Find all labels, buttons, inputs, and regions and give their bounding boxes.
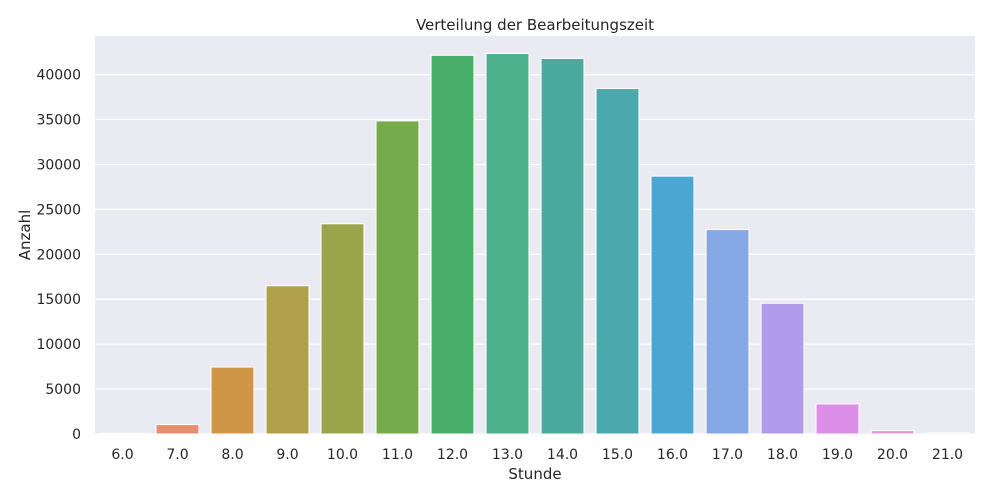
y-tick-label: 30000 (36, 157, 81, 173)
x-tick-label: 21.0 (932, 447, 963, 463)
x-axis-ticks: 6.0 7.0 8.0 9.0 10.0 11.0 12.0 13.0 14.0 15.0 16.0… (111, 447, 963, 463)
bar-8-0 (210, 366, 255, 435)
x-tick-label: 12.0 (437, 447, 468, 463)
y-tick-label: 25000 (36, 202, 81, 218)
x-tick-label: 16.0 (657, 447, 688, 463)
x-tick-label: 19.0 (822, 447, 853, 463)
y-tick-label: 35000 (36, 113, 81, 129)
x-tick-label: 13.0 (492, 447, 523, 463)
bar-19-0 (815, 403, 860, 435)
x-tick-label: 15.0 (602, 447, 633, 463)
x-axis-label: Stunde (508, 465, 561, 483)
bar-21-0 (925, 432, 970, 435)
y-tick-label: 10000 (36, 337, 81, 353)
bar-16-0 (650, 175, 695, 435)
x-tick-label: 8.0 (221, 447, 243, 463)
bar-13-0 (485, 53, 530, 435)
bar-6-0 (100, 432, 145, 435)
x-tick-label: 7.0 (166, 447, 188, 463)
bar-7-0 (155, 424, 200, 435)
chart-title: Verteilung der Bearbeitungszeit (416, 16, 654, 34)
y-tick-label: 5000 (45, 382, 81, 398)
x-tick-label: 18.0 (767, 447, 798, 463)
bar-11-0 (375, 120, 420, 435)
y-axis-label: Anzahl (16, 210, 34, 261)
bar-17-0 (705, 229, 750, 435)
x-tick-label: 11.0 (382, 447, 413, 463)
x-tick-label: 17.0 (712, 447, 743, 463)
y-tick-label: 15000 (36, 292, 81, 308)
bars (100, 53, 970, 435)
x-tick-label: 10.0 (327, 447, 358, 463)
x-tick-label: 9.0 (276, 447, 298, 463)
bar-10-0 (320, 223, 365, 435)
x-tick-label: 14.0 (547, 447, 578, 463)
bar-14-0 (540, 57, 585, 435)
x-tick-label: 20.0 (877, 447, 908, 463)
bar-12-0 (430, 54, 475, 435)
y-tick-label: 0 (72, 427, 81, 443)
bar-9-0 (265, 285, 310, 435)
y-tick-label: 20000 (36, 247, 81, 263)
bar-20-0 (870, 430, 915, 435)
bar-15-0 (595, 88, 640, 435)
y-axis-ticks: 0 5000 10000 15000 20000 25000 30000 35000 40000 (36, 68, 81, 443)
y-tick-label: 40000 (36, 68, 81, 84)
x-tick-label: 6.0 (111, 447, 133, 463)
bar-18-0 (760, 302, 805, 435)
